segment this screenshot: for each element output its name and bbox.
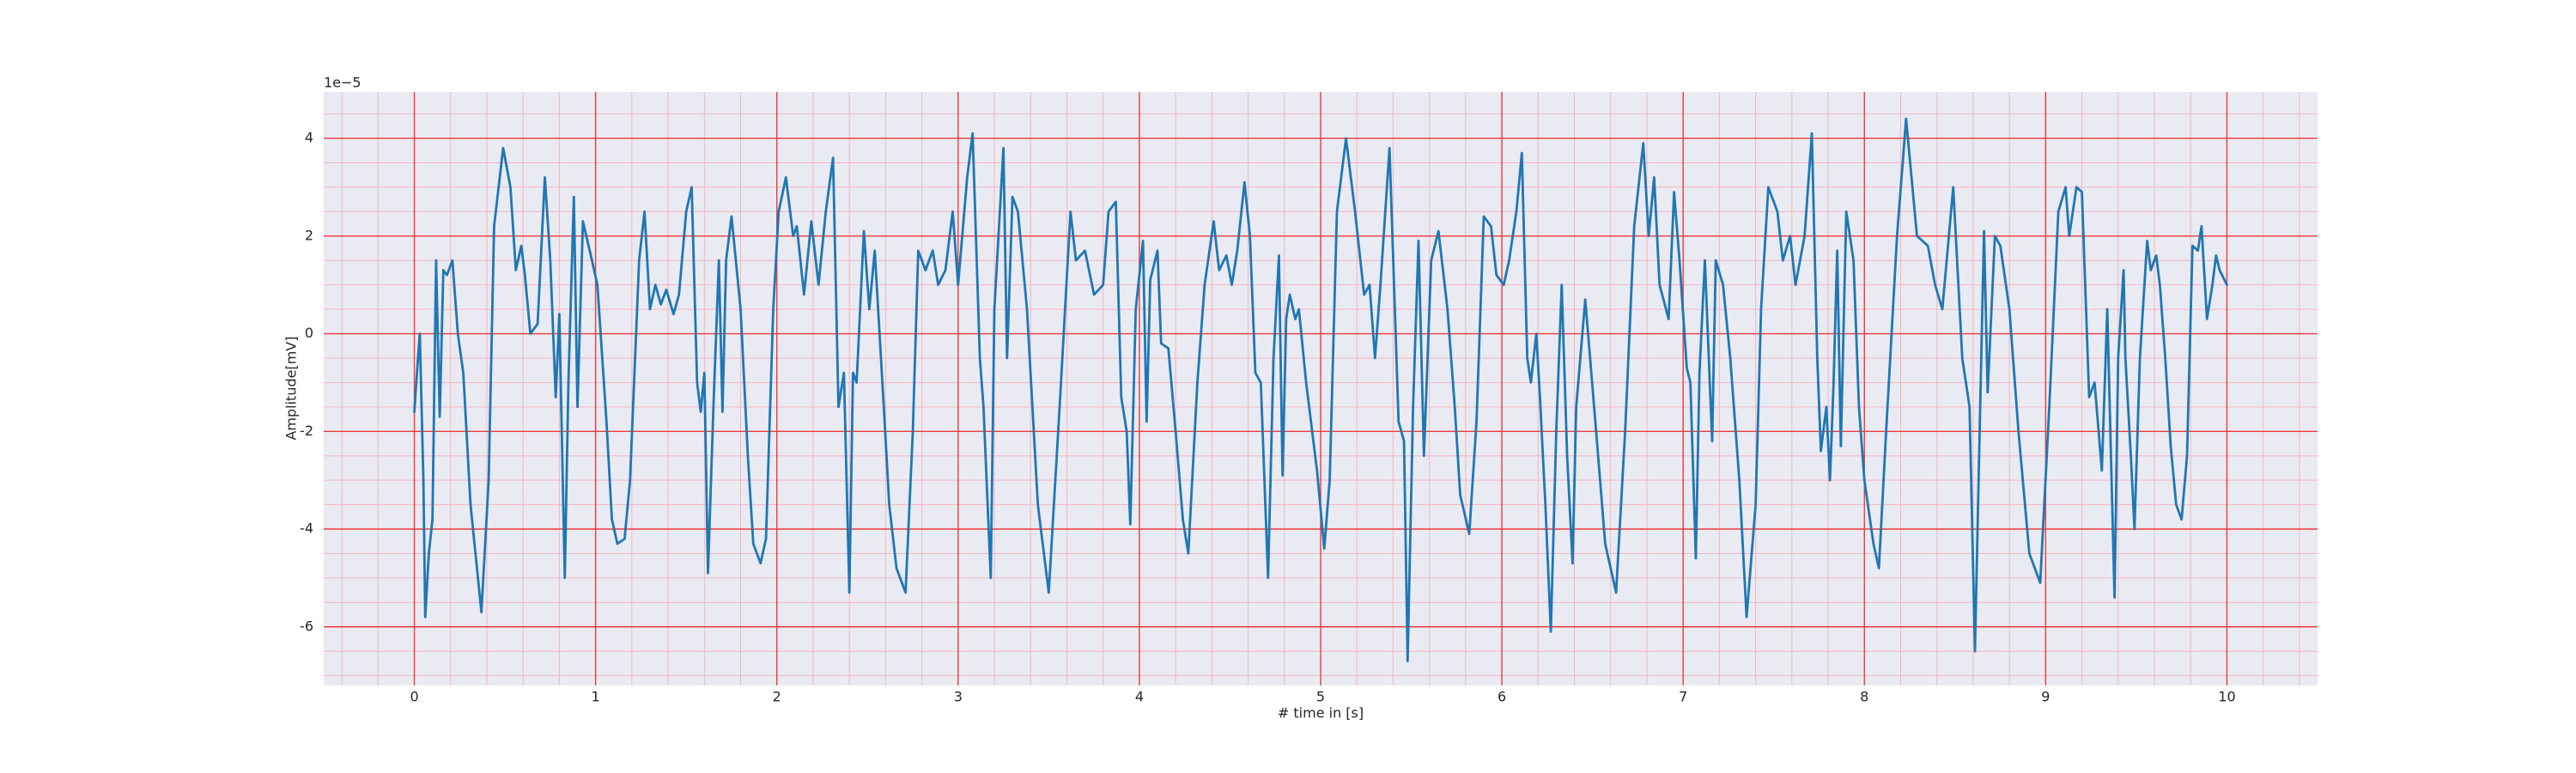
x-tick-label: 0 [410, 689, 418, 705]
y-tick-label: -4 [300, 520, 313, 537]
x-tick-label: 7 [1679, 689, 1687, 705]
x-tick-label: 8 [1860, 689, 1868, 705]
x-tick-label: 3 [954, 689, 963, 705]
x-axis-label: # time in [s] [1278, 705, 1364, 721]
x-tick-label: 10 [2218, 689, 2235, 705]
x-tick-label: 2 [773, 689, 781, 705]
y-axis-label: Amplitude[mV] [283, 336, 300, 440]
y-tick-label: 0 [305, 325, 313, 341]
y-tick-label: -2 [300, 423, 313, 439]
x-tick-label: 6 [1498, 689, 1506, 705]
x-tick-label: 5 [1316, 689, 1325, 705]
x-tick-label: 9 [2041, 689, 2050, 705]
labels: 1e−5 # time in [s] Amplitude[mV] 0 1 2 3 4 5 6… [283, 75, 2236, 721]
x-tick-label: 1 [592, 689, 600, 705]
y-tick-label: 4 [305, 130, 313, 146]
y-tick-label: 2 [305, 227, 313, 243]
grid [324, 92, 2318, 685]
x-tick-label: 4 [1135, 689, 1144, 705]
y-tick-label: -6 [300, 618, 313, 634]
signal-line [413, 117, 2228, 662]
data-layer [413, 117, 2228, 662]
offset-label: 1e−5 [324, 75, 361, 91]
